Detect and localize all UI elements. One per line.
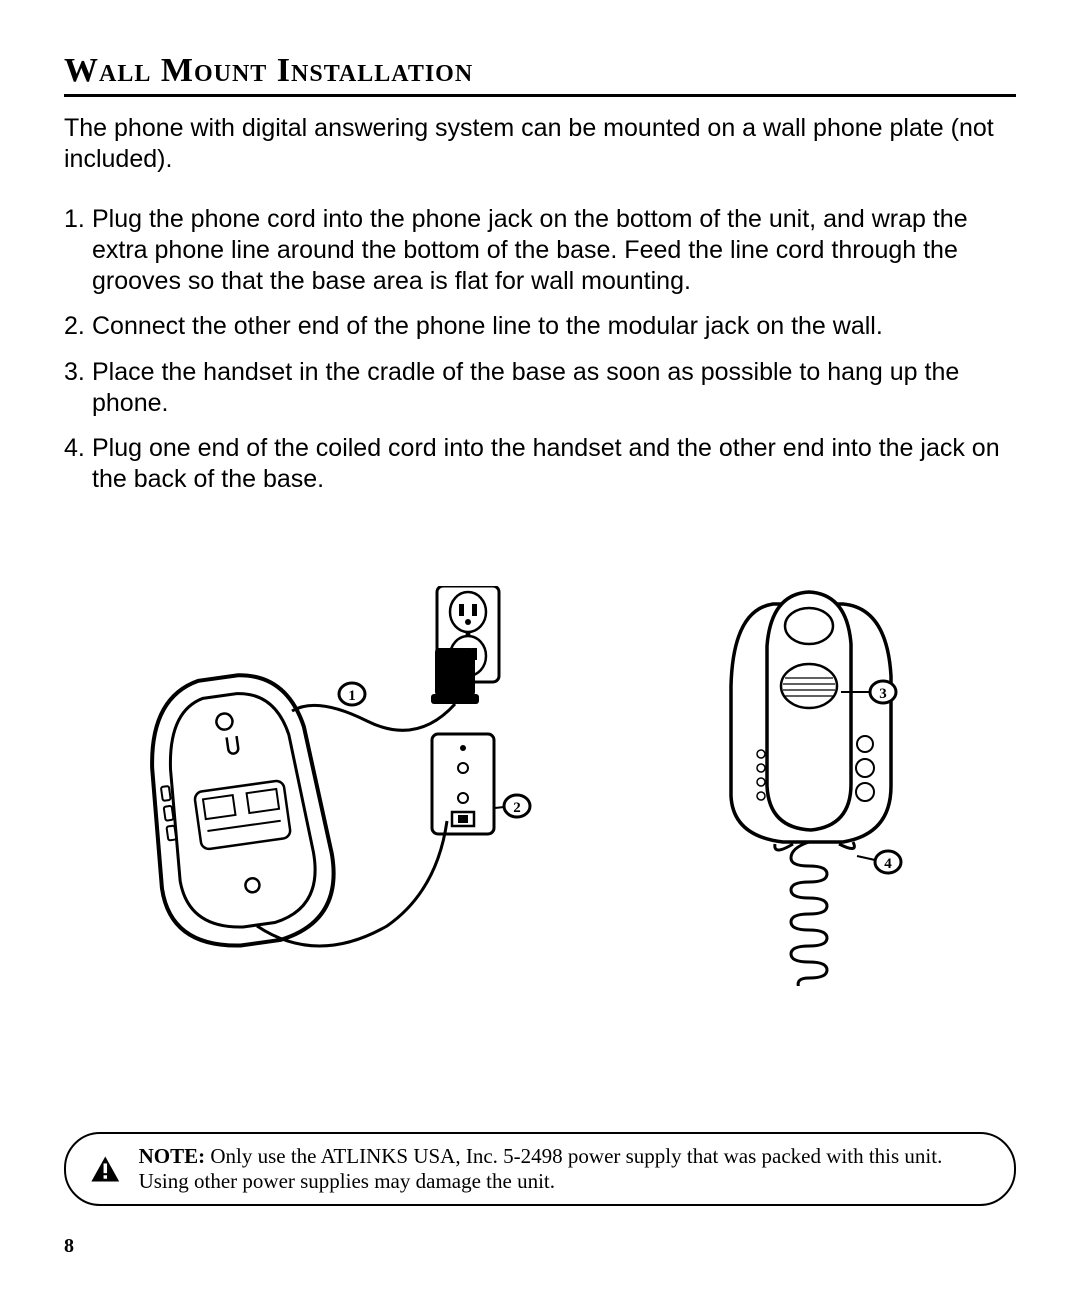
- wall-mount-diagram-left: 1 2: [137, 586, 567, 966]
- step-4: Plug one end of the coiled cord into the…: [64, 433, 1016, 496]
- warning-icon: [90, 1149, 121, 1189]
- note-label: NOTE:: [139, 1144, 206, 1168]
- wall-mount-diagram-right: 3 4: [713, 586, 943, 986]
- callout-4: 4: [857, 851, 901, 873]
- figure-row: 1 2: [64, 586, 1016, 986]
- svg-text:3: 3: [879, 686, 887, 702]
- callout-2: 2: [495, 795, 530, 817]
- note-text: NOTE: Only use the ATLINKS USA, Inc. 5-2…: [139, 1144, 990, 1194]
- note-box: NOTE: Only use the ATLINKS USA, Inc. 5-2…: [64, 1132, 1016, 1206]
- step-2: Connect the other end of the phone line …: [64, 311, 1016, 342]
- svg-text:1: 1: [348, 688, 356, 704]
- callout-1: 1: [339, 683, 365, 705]
- page-number: 8: [64, 1235, 74, 1258]
- note-body: Only use the ATLINKS USA, Inc. 5-2498 po…: [139, 1144, 943, 1193]
- page-title: Wall Mount Installation: [64, 52, 1016, 97]
- intro-paragraph: The phone with digital answering system …: [64, 113, 1016, 176]
- step-3: Place the handset in the cradle of the b…: [64, 357, 1016, 420]
- svg-text:2: 2: [513, 800, 521, 816]
- step-1: Plug the phone cord into the phone jack …: [64, 204, 1016, 298]
- instruction-list: Plug the phone cord into the phone jack …: [64, 204, 1016, 496]
- svg-text:4: 4: [884, 856, 892, 872]
